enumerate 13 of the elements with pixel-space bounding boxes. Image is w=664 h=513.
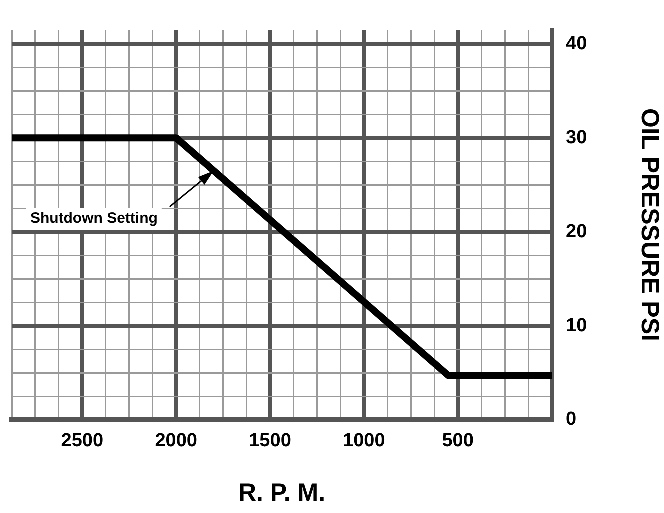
x-tick-label: 1000 — [343, 430, 386, 452]
x-tick-label: 500 — [442, 430, 474, 452]
x-tick-label: 2000 — [155, 430, 198, 452]
y-tick-label: 30 — [566, 127, 588, 148]
annotation: Shutdown Setting — [30, 210, 158, 228]
y-tick-label: 0 — [566, 409, 577, 430]
x-axis-title: R. P. M. — [238, 478, 326, 507]
y-tick-label: 20 — [566, 221, 588, 242]
y-tick-label: 40 — [566, 33, 588, 54]
y-axis-title: OIL PRESSURE PSI — [636, 108, 664, 342]
x-tick-label: 1500 — [249, 430, 292, 452]
x-tick-label: 2500 — [61, 430, 104, 452]
y-tick-label: 10 — [566, 315, 588, 336]
